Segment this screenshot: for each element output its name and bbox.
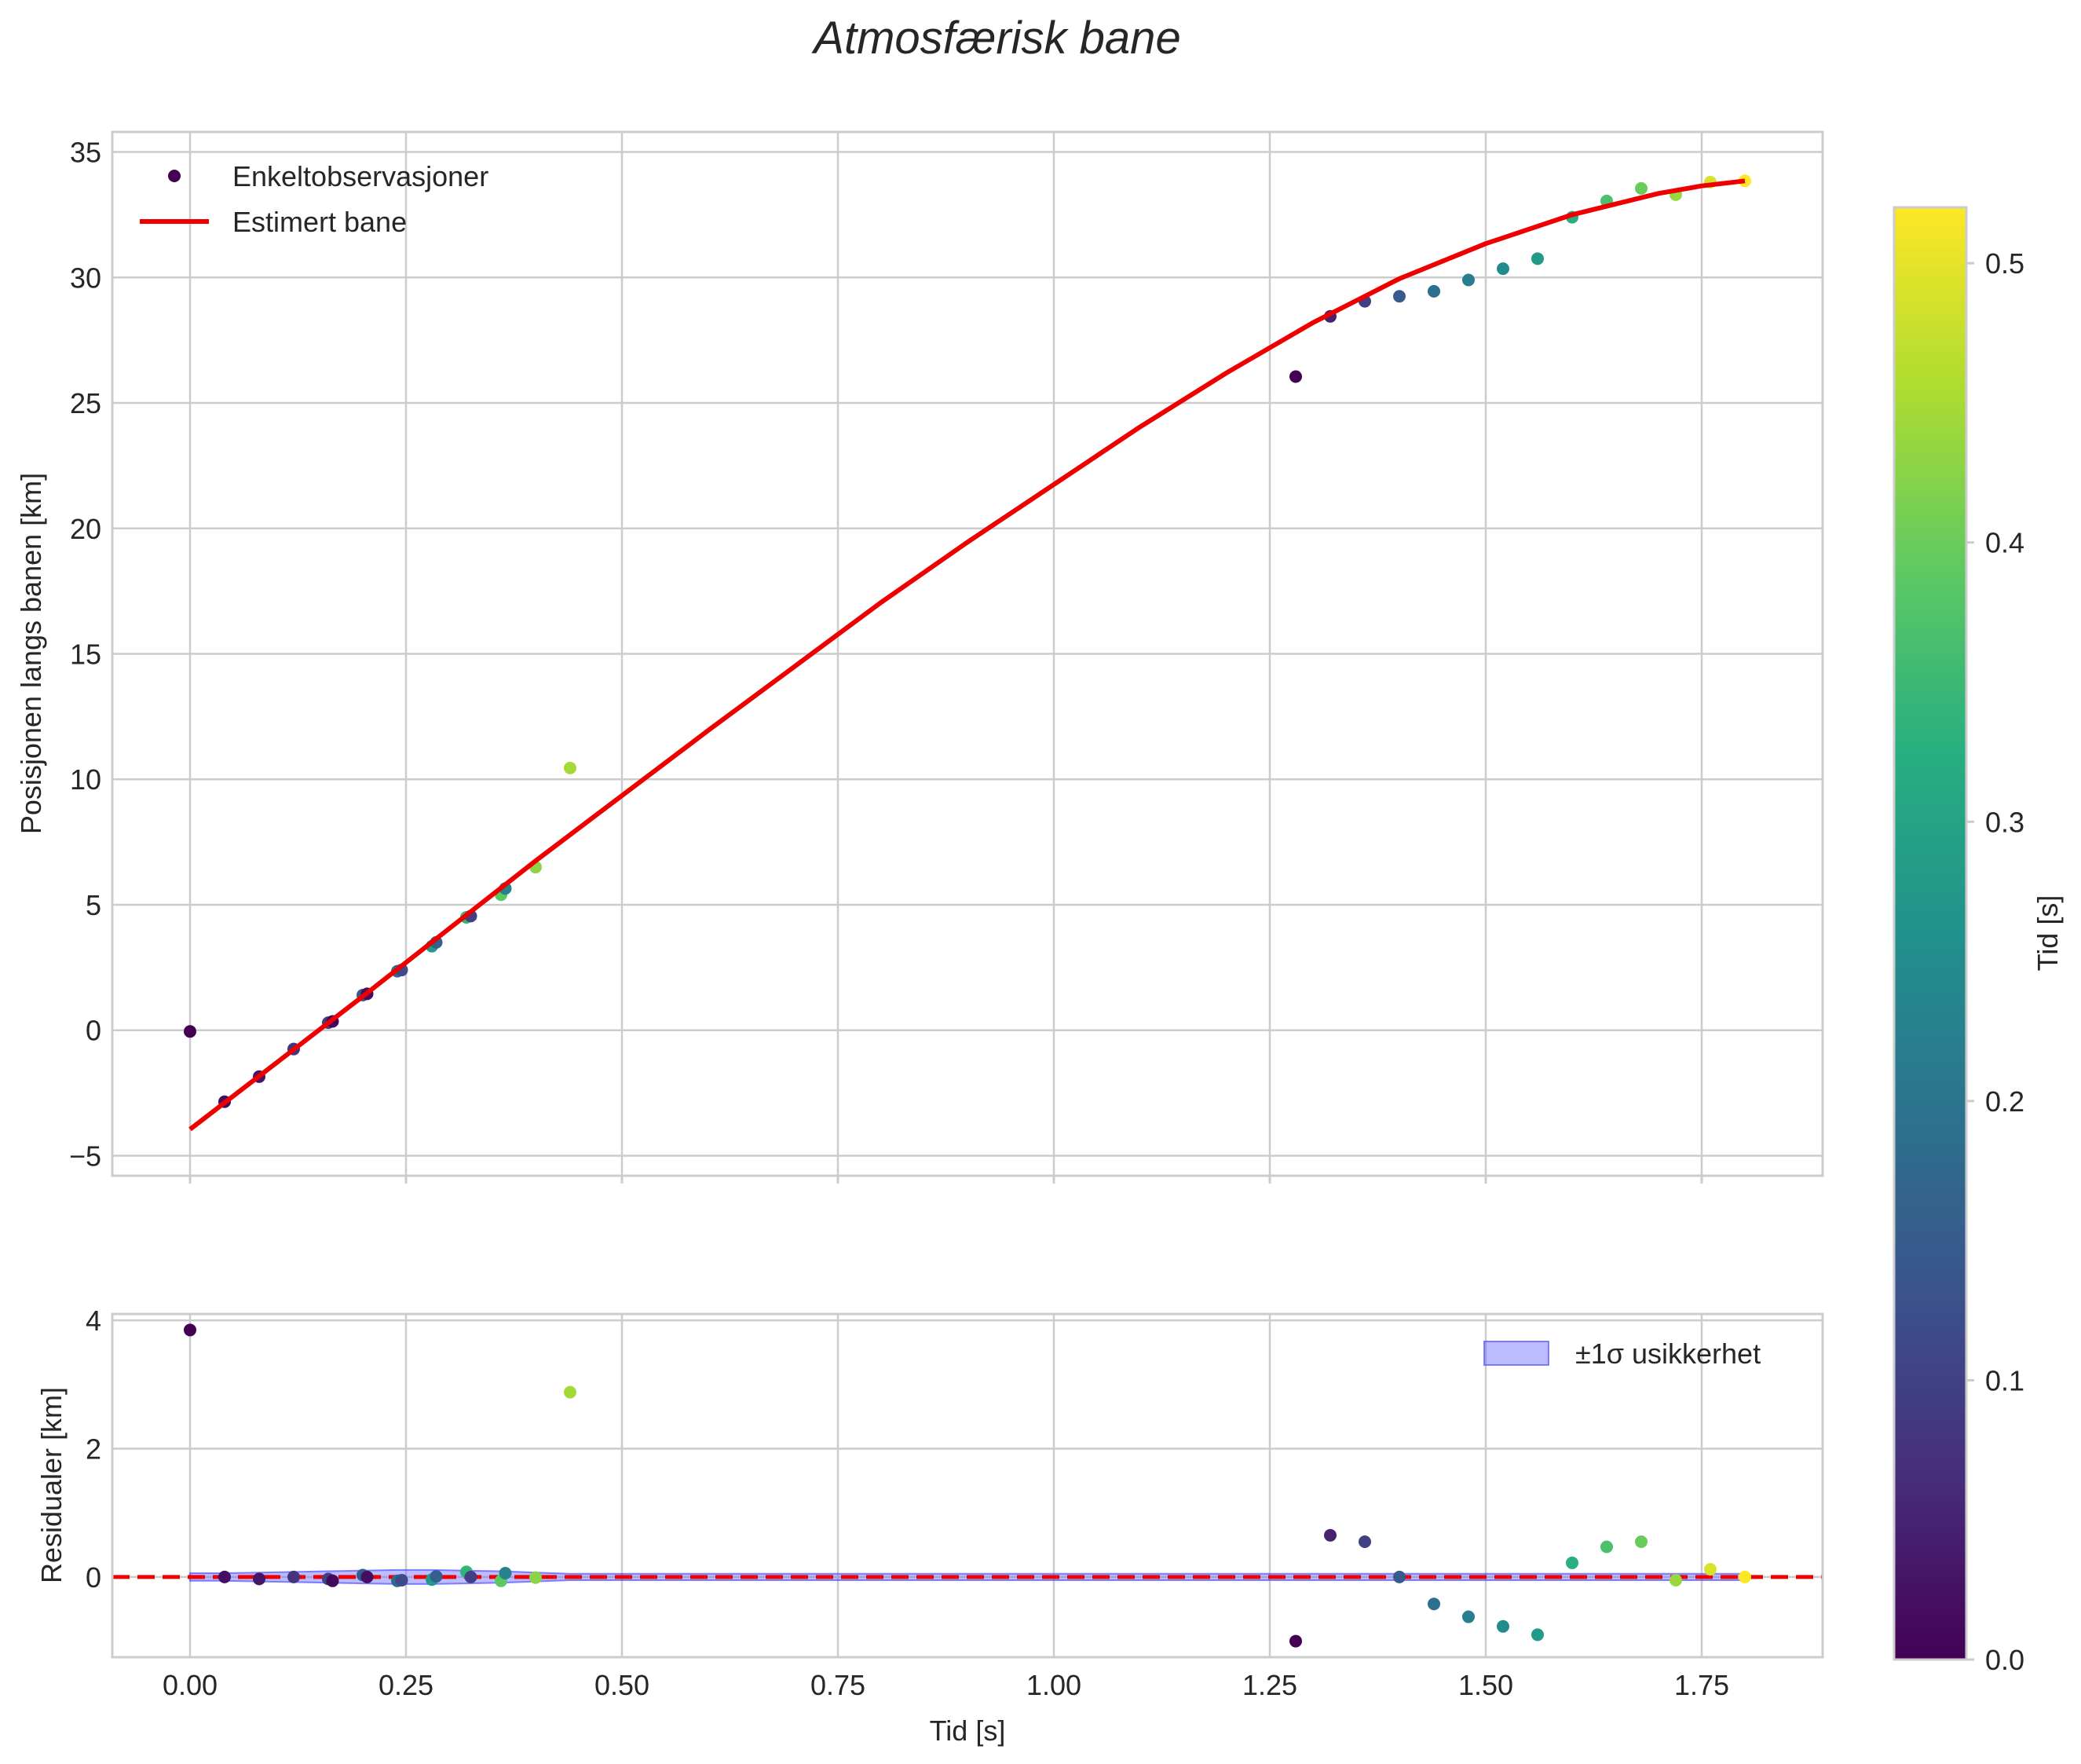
residual-point: [1739, 1570, 1751, 1583]
colorbar-tick-label: 0.5: [1985, 247, 2024, 280]
residual-point: [1324, 1528, 1337, 1542]
observation-point: [1428, 284, 1440, 298]
residual-point: [1428, 1597, 1440, 1611]
y-tick-label: 25: [70, 387, 101, 419]
residual-point: [1359, 1535, 1371, 1548]
colorbar-ticks: 0.0 0.1 0.2 0.3 0.4 0.5: [1966, 247, 2024, 1676]
x-tick-label: 0.00: [163, 1669, 218, 1701]
observation-point: [184, 1025, 196, 1038]
x-tick-label: 0.50: [594, 1669, 649, 1701]
colorbar-tick-label: 0.4: [1985, 527, 2024, 559]
observation-point: [1531, 252, 1544, 265]
residual-point: [499, 1566, 512, 1579]
colorbar-tick-label: 0.0: [1985, 1644, 2024, 1676]
residual-point: [1289, 1634, 1302, 1648]
y-tick-label: 35: [70, 137, 101, 169]
y-tick-label: 30: [70, 262, 101, 294]
x-tick-label: 1.75: [1674, 1669, 1729, 1701]
residual-point: [184, 1323, 196, 1337]
legend-band-label: ±1σ usikkerhet: [1575, 1338, 1761, 1370]
y-tick-label: 15: [70, 639, 101, 671]
trajectory-legend: Enkeltobservasjoner Estimert bane: [140, 160, 488, 238]
residual-y-ticks: 0 2 4: [86, 1305, 101, 1594]
observation-point: [564, 761, 576, 774]
y-tick-label: 2: [86, 1433, 101, 1466]
y-tick-label: −5: [69, 1140, 101, 1172]
legend-observation-marker: [168, 170, 181, 182]
observation-point: [1289, 370, 1302, 383]
colorbar-label: Tid [s]: [2032, 895, 2064, 972]
y-tick-label: 0: [86, 1015, 101, 1047]
x-tick-label: 0.75: [810, 1669, 865, 1701]
observation-point: [1739, 174, 1751, 188]
y-tick-label: 4: [86, 1305, 101, 1337]
colorbar-gradient: [1893, 206, 1968, 1661]
residual-point: [529, 1571, 542, 1584]
trajectory-panel: −5 0 5 10 15 20 25 30 35 Posisjonen langs banen …: [15, 130, 1824, 1184]
residual-frame: [111, 1312, 1824, 1659]
residual-points: [184, 1323, 1751, 1648]
colorbar-tick-label: 0.1: [1985, 1364, 2024, 1396]
residual-point: [395, 1573, 408, 1587]
y-tick-label: 0: [86, 1561, 101, 1594]
observation-point: [1497, 262, 1509, 276]
residual-point: [430, 1570, 443, 1583]
residual-panel: 0.00 0.25 0.50 0.75 1.00 1.25 1.50 1.75 0 2 4 Res…: [35, 1305, 1824, 1747]
trajectory-grid: [112, 132, 1823, 1176]
residual-point: [1670, 1573, 1682, 1587]
residual-y-label: Residualer [km]: [35, 1387, 68, 1583]
residual-point: [1393, 1570, 1406, 1583]
residual-point: [1497, 1619, 1509, 1633]
observation-point: [1462, 273, 1475, 287]
residual-plot-area: [112, 1314, 1823, 1657]
x-tick-label: 1.50: [1458, 1669, 1513, 1701]
residual-point: [360, 1570, 374, 1583]
y-tick-label: 20: [70, 513, 101, 545]
chart-title: Atmosfærisk bane: [811, 13, 1180, 64]
y-tick-label: 5: [86, 889, 101, 921]
trajectory-x-ticks: [188, 1176, 1703, 1184]
residual-point: [1462, 1610, 1475, 1623]
x-tick-label: 1.25: [1242, 1669, 1297, 1701]
residual-point: [1566, 1556, 1578, 1569]
x-tick-label: 0.25: [379, 1669, 433, 1701]
residual-legend: ±1σ usikkerhet: [1483, 1338, 1761, 1370]
observation-point: [1635, 181, 1648, 195]
trajectory-y-label: Posisjonen langs banen [km]: [15, 473, 47, 834]
estimated-path-line: [188, 178, 1746, 1132]
legend-observation-label: Enkeltobservasjoner: [232, 160, 488, 192]
colorbar-tick-label: 0.3: [1985, 806, 2024, 838]
observation-point: [1393, 290, 1406, 303]
residual-x-ticks: 0.00 0.25 0.50 0.75 1.00 1.25 1.50 1.75: [163, 1669, 1729, 1701]
residual-point: [1635, 1535, 1648, 1548]
residual-point: [287, 1570, 300, 1583]
residual-point: [253, 1572, 265, 1586]
trajectory-frame: [111, 130, 1824, 1177]
residual-point: [326, 1574, 339, 1587]
trajectory-y-ticks: −5 0 5 10 15 20 25 30 35: [69, 137, 101, 1173]
residual-point: [564, 1385, 576, 1399]
legend-estimated-label: Estimert bane: [232, 206, 407, 238]
x-axis-label: Tid [s]: [930, 1715, 1006, 1747]
x-tick-label: 1.00: [1026, 1669, 1081, 1701]
y-tick-label: 10: [70, 763, 101, 796]
residual-point: [1600, 1540, 1613, 1554]
residual-point: [464, 1570, 477, 1583]
residual-point: [1704, 1563, 1717, 1576]
residual-point: [1531, 1628, 1544, 1641]
residual-series: [112, 1323, 1823, 1648]
colorbar-tick-label: 0.2: [1985, 1085, 2024, 1118]
trajectory-series: [184, 174, 1751, 1132]
colorbar: 0.0 0.1 0.2 0.3 0.4 0.5 Tid [s]: [1893, 206, 2064, 1676]
residual-point: [218, 1570, 231, 1583]
legend-band-swatch: [1483, 1341, 1549, 1366]
